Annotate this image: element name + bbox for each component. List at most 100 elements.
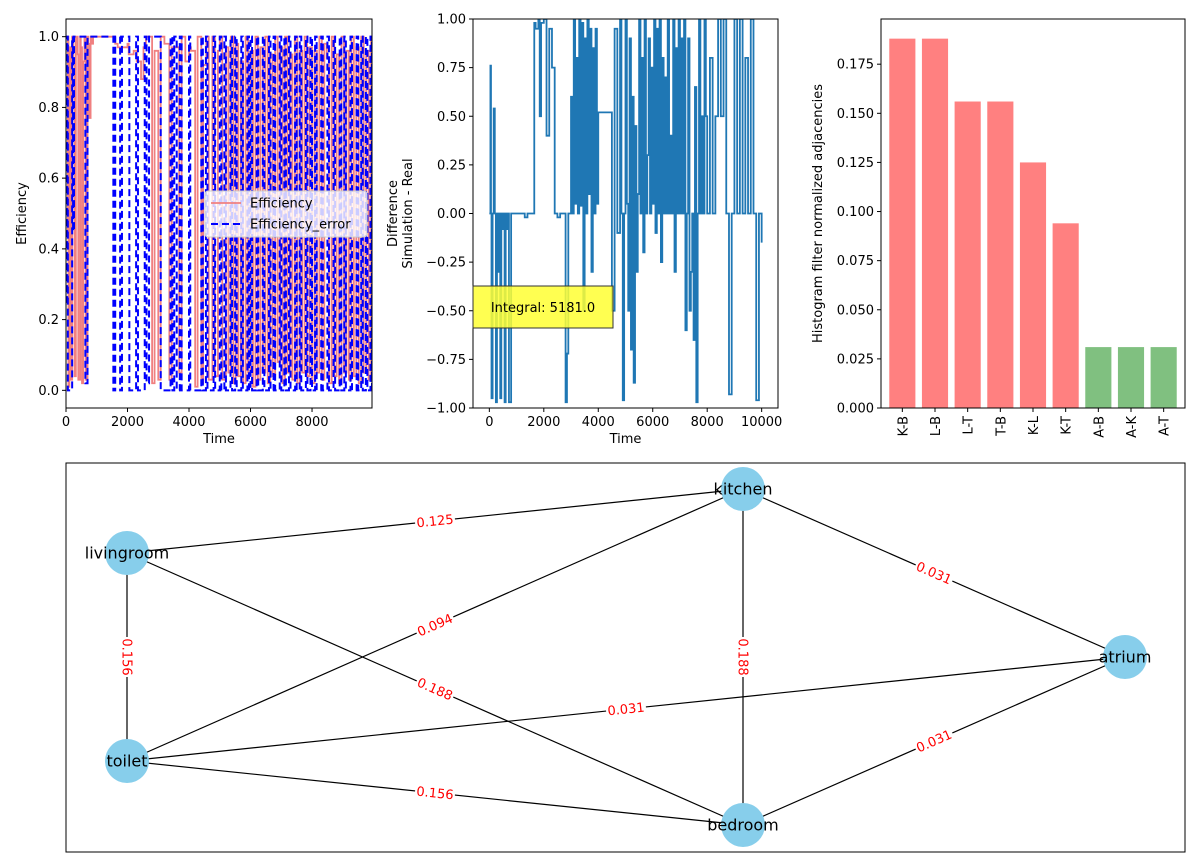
edge-label: 0.156 [119,638,134,675]
x-tick-label: K-B [896,416,911,436]
y-tick-label: −0.25 [426,256,466,271]
edge-label-group: 0.156 [118,637,136,677]
histogram-plot-frame [880,18,1186,409]
y-axis-label: Efficiency [15,182,30,245]
x-tick-label: 0 [62,415,70,430]
edge-label-bg [414,781,456,805]
x-tick-label: A-T [1158,416,1173,436]
node-label-toilet: toilet [106,752,147,771]
difference-series-line [489,19,763,404]
x-tick-label: 4000 [172,415,205,430]
x-tick-label: L-T [962,416,977,435]
edge-label-group: 0.094 [413,608,457,642]
x-tick-label: 2000 [527,415,560,430]
edge-label: 0.188 [735,638,750,675]
bar-k-l [1019,162,1047,408]
node-label-atrium: atrium [1099,648,1152,667]
efficiency-plot-area [66,35,372,392]
node-bedroom [721,803,765,847]
y-axis-label-line2: Simulation - Real [401,158,416,268]
y-tick-label: 0.25 [437,158,466,173]
x-tick-label: 6000 [234,415,267,430]
edge-label: 0.125 [416,513,455,532]
bar-k-t [1052,223,1079,408]
y-tick-label: 0.025 [837,352,874,367]
difference-chart: 0 2000 4000 6000 8000 10000 −1.00 −0.75 −0.50 −0.… [386,13,782,448]
y-tick-label: 0.075 [837,254,874,269]
edge-label-group: 0.031 [912,724,956,758]
y-tick-label: 0.75 [437,61,466,76]
y-tick-label: 1.0 [38,30,59,45]
graph-edge-labels: 0.125 0.031 0.156 0.094 0.188 0.188 0.031 0.031… [118,509,956,805]
x-tick-label: K-T [1060,416,1075,435]
difference-plot-area [489,19,763,404]
y-axis-label: Histogram filter normalized adjacencies [811,84,826,343]
y-tick-label: 0.050 [837,303,874,318]
edge-label-group: 0.031 [912,556,956,590]
edge-label-bg [734,637,752,677]
legend-box [204,190,368,238]
y-tick-label: 0.50 [437,110,466,125]
y-tick-label: 0.000 [837,402,874,417]
x-tick-label: 6000 [636,415,669,430]
node-kitchen [721,467,765,511]
y-axis-label-line1: Difference [386,180,401,247]
edge-label-group: 0.125 [414,509,456,533]
x-tick-label: 4000 [582,415,615,430]
y-tick-label: 1.00 [437,13,466,28]
edge-label-group: 0.031 [605,697,647,721]
graph-edges [126,488,1126,826]
integral-annotation: Integral: 5181.0 [472,285,614,329]
graph-frame [65,462,1186,853]
y-tick-label: 0.175 [837,58,874,73]
y-tick-label: 0.8 [38,101,59,116]
x-tick-label: 0 [485,415,493,430]
edge-label: 0.156 [416,785,455,804]
node-label-kitchen: kitchen [714,480,773,499]
y-tick-label: 0.00 [437,207,466,222]
series-line-efficiency-error [66,35,372,392]
y-tick-label: 0.125 [837,156,874,171]
bar-t-b [987,101,1014,409]
integral-text: Integral: 5181.0 [491,301,595,316]
y-tick-label: −0.75 [426,353,466,368]
x-tick-label: A-B [1092,416,1107,438]
y-tick-label: 0.4 [38,242,59,257]
histogram-chart: K-B L-B L-T T-B K-L K-T A-B A-K A-T 0.000 0.025 0.0… [811,18,1186,438]
bar-a-b [1085,347,1112,408]
y-tick-label: −1.00 [426,402,466,417]
adjacency-graph: 0.125 0.031 0.156 0.094 0.188 0.188 0.031 0.031… [65,462,1186,853]
edge-label-bg [414,509,456,533]
node-livingroom [105,531,149,575]
y-tick-label: 0.2 [38,313,59,328]
efficiency-chart: 0 2000 4000 6000 8000 0.0 0.2 0.4 0.6 0.8 1.0 Time E… [15,18,373,447]
x-axis-label: Time [202,432,235,447]
y-tick-label: −0.50 [426,304,466,319]
node-label-bedroom: bedroom [707,816,779,835]
graph-nodes [105,467,1147,847]
y-tick-label: 0.6 [38,172,59,187]
x-tick-label: 2000 [111,415,144,430]
legend-entry: Efficiency [250,197,313,212]
x-tick-label: 8000 [691,415,724,430]
node-atrium [1103,635,1147,679]
bar-a-k [1117,347,1145,408]
edge-label-group: 0.188 [413,672,457,706]
x-tick-label: 8000 [295,415,328,430]
bar-a-t [1150,347,1177,408]
edge-label-bg [413,672,457,706]
x-tick-label: A-K [1125,416,1140,438]
efficiency-plot-frame [65,18,373,409]
bar-l-t [954,101,981,409]
node-label-livingroom: livingroom [85,544,170,563]
edge-label-bg [912,556,956,590]
legend-entry: Efficiency_error [250,218,351,233]
graph-node-labels: kitchen livingroom atrium toilet bedroom [85,480,1152,835]
edge-label-bg [118,637,136,677]
bar-l-b [921,38,949,409]
edge-label-group: 0.188 [734,637,752,677]
edge-label-bg [413,608,457,642]
x-tick-label: T-B [994,416,1009,437]
bar-k-b [889,38,916,409]
